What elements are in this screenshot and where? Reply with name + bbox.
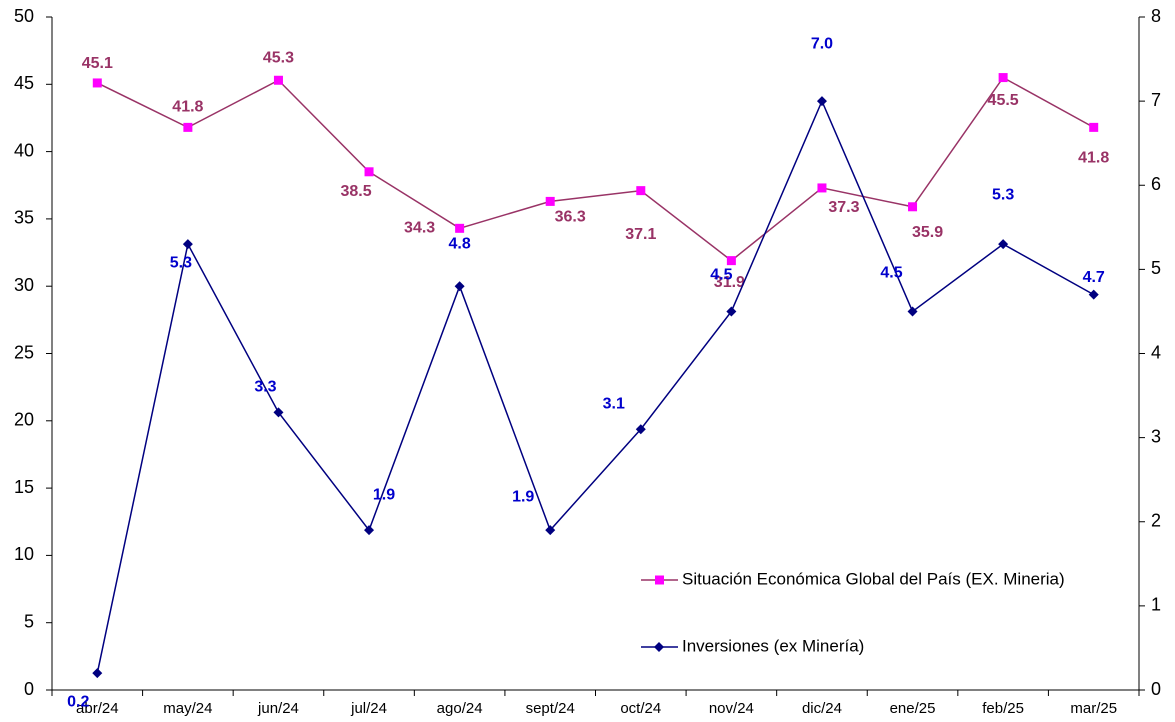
y-tick-label: 25 [14,342,34,362]
y2-tick-label: 2 [1151,511,1161,531]
data-label: 7.0 [811,35,833,52]
data-label: 36.3 [555,209,586,226]
x-tick-label: sept/24 [526,700,575,717]
y-tick-label: 45 [14,73,34,93]
y-tick-label: 20 [14,410,34,430]
data-label: 1.9 [373,486,395,503]
marker [636,186,646,196]
legend-marker [655,575,664,585]
marker [726,306,737,317]
marker [998,73,1008,83]
data-label: 45.1 [82,55,113,72]
x-tick-label: jul/24 [350,700,387,717]
marker [816,96,827,107]
data-label: 45.5 [988,92,1019,109]
marker [1088,289,1099,300]
marker [92,668,103,679]
y-tick-label: 10 [14,544,34,564]
y-tick-label: 30 [14,275,34,295]
data-label: 1.9 [512,488,534,505]
x-tick-label: oct/24 [620,700,661,717]
data-label: 0.2 [67,693,89,710]
data-label: 41.8 [172,99,203,116]
marker [182,239,193,250]
y-tick-label: 5 [24,611,34,631]
y2-tick-label: 6 [1151,174,1161,194]
x-tick-label: dic/24 [802,700,842,717]
data-label: 4.8 [449,235,471,252]
data-label: 5.3 [992,186,1014,203]
data-label: 5.3 [170,254,192,271]
data-label: 3.3 [254,379,276,396]
marker [545,525,556,536]
data-label: 38.5 [340,183,371,200]
marker [273,407,284,418]
x-tick-label: nov/24 [709,700,754,717]
legend-label: Inversiones (ex Minería) [682,636,864,655]
data-label: 45.3 [263,49,294,66]
y2-tick-label: 8 [1151,6,1161,26]
marker [364,525,375,536]
x-tick-label: jun/24 [257,700,299,717]
data-label: 41.8 [1078,150,1109,167]
y2-tick-label: 7 [1151,90,1161,110]
marker [635,424,646,435]
marker [183,122,193,132]
data-label: 37.3 [828,199,859,216]
data-label: 34.3 [404,220,435,237]
marker [998,239,1009,250]
y2-tick-label: 5 [1151,258,1161,278]
marker [92,78,102,88]
marker [364,167,374,177]
legend-marker [654,642,664,652]
x-tick-label: may/24 [163,700,212,717]
marker [908,202,918,212]
marker [907,306,918,317]
y2-tick-label: 4 [1151,342,1161,362]
x-tick-label: abr/24 [76,700,119,717]
marker [545,196,555,206]
y2-tick-label: 3 [1151,426,1161,446]
marker [454,281,465,292]
marker [455,223,465,233]
y-tick-label: 50 [14,6,34,26]
y-tick-label: 40 [14,140,34,160]
x-tick-label: ene/25 [890,700,936,717]
data-label: 35.9 [912,224,943,241]
y2-tick-label: 0 [1151,679,1161,699]
data-label: 4.5 [710,267,732,284]
data-label: 31.9 [714,274,745,291]
data-label: 4.5 [880,265,902,282]
x-tick-label: ago/24 [437,700,483,717]
x-tick-label: mar/25 [1070,700,1117,717]
marker [1089,122,1099,132]
marker [726,256,736,266]
data-label: 3.1 [603,395,625,412]
marker [273,75,283,85]
legend-label: Situación Económica Global del País (EX.… [682,569,1065,588]
y-tick-label: 35 [14,208,34,228]
data-label: 4.7 [1083,269,1105,286]
y2-tick-label: 1 [1151,595,1161,615]
marker [817,183,827,193]
series-line [96,76,1095,262]
data-label: 37.1 [625,226,656,243]
series-line [96,99,1095,674]
y-tick-label: 15 [14,477,34,497]
x-tick-label: feb/25 [982,700,1024,717]
y-tick-label: 0 [24,679,34,699]
